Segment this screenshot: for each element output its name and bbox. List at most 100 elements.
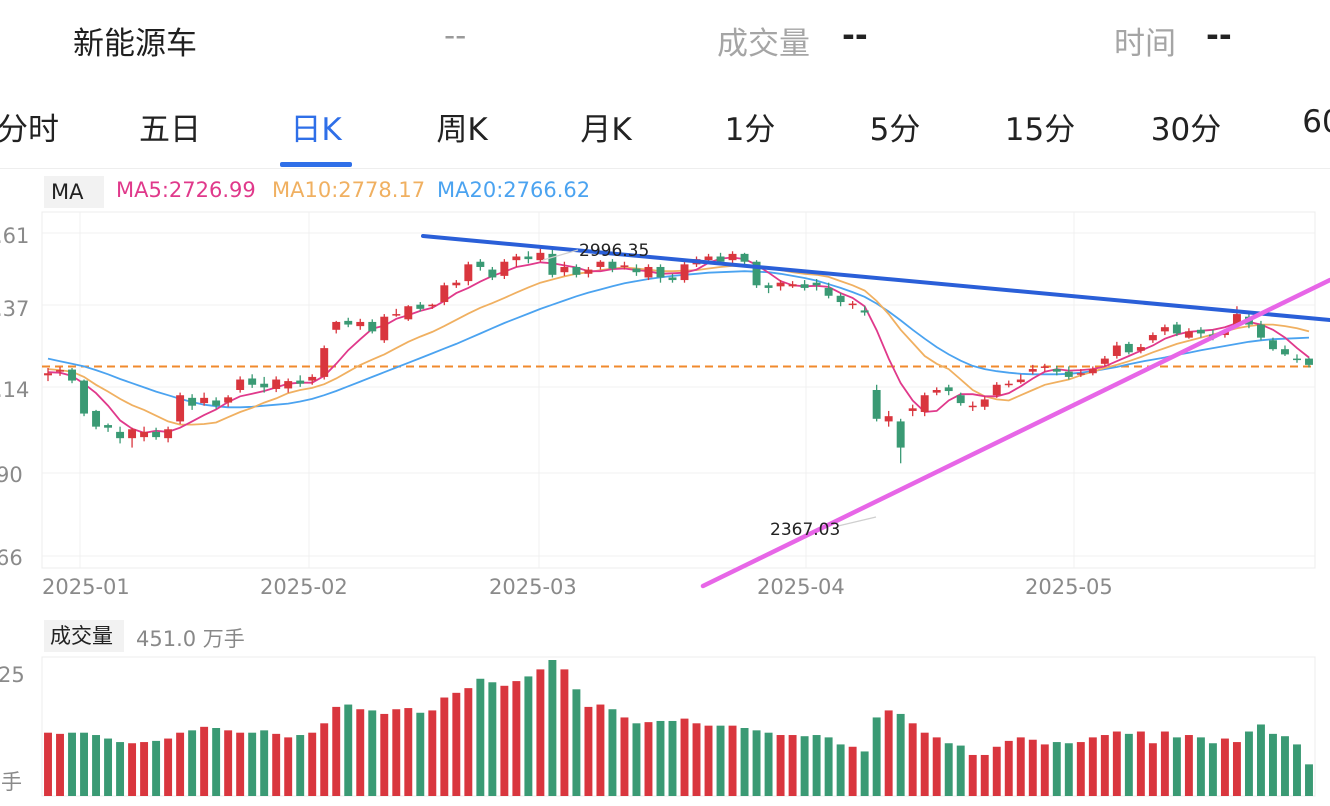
tab-1min[interactable]: 1分 [724, 112, 776, 148]
volume-bar [1124, 733, 1133, 796]
volume-bar [596, 704, 605, 796]
candle [872, 384, 881, 422]
candle-body [644, 266, 653, 278]
volume-bar [1004, 740, 1013, 796]
candle [116, 426, 125, 444]
candle-body [416, 304, 425, 309]
candle [884, 410, 893, 427]
candle-body [296, 380, 305, 384]
candle [560, 261, 569, 276]
candle [1004, 380, 1013, 388]
ma-legend-label[interactable]: MA [44, 176, 104, 208]
candle-body [1052, 369, 1061, 372]
candle-body [1160, 327, 1169, 332]
candle [188, 394, 197, 410]
tab-daily-k[interactable]: 日K [290, 112, 342, 148]
candle [164, 426, 173, 443]
volume-bar [860, 751, 869, 796]
candle-body [800, 284, 809, 288]
x-tick-label: 2025-01 [42, 575, 130, 599]
volume-bar [68, 732, 76, 796]
candle-body [212, 400, 221, 406]
volume-bar [776, 735, 785, 796]
candle-body [368, 321, 377, 332]
tab-weekly-k[interactable]: 周K [436, 112, 488, 148]
candle [920, 392, 929, 417]
price-axis-labels: .61 .37 .14 90 66 [0, 224, 29, 570]
candle-body [140, 431, 149, 438]
candle-body [224, 397, 233, 403]
candle [1112, 341, 1121, 359]
candle-body [1305, 358, 1313, 365]
volume-bar [392, 709, 401, 796]
time-label: 时间 [1114, 26, 1176, 62]
tab-intraday[interactable]: 分时 [0, 112, 59, 148]
volume-bar [812, 735, 821, 796]
volume-bar [848, 746, 857, 796]
candle-body [104, 425, 113, 428]
candle [1088, 366, 1097, 376]
volume-bar [944, 743, 953, 796]
candle-body [596, 261, 605, 267]
x-tick-label: 2025-04 [757, 575, 845, 599]
time-value: -- [1206, 18, 1232, 54]
candle-body [320, 348, 329, 377]
x-tick-label: 2025-02 [260, 575, 348, 599]
volume-bar [332, 706, 341, 796]
volume-total: 451.0 万手 [136, 627, 245, 651]
volume-y-tick: 25 [0, 663, 25, 687]
volume-bar [1208, 743, 1217, 796]
candle-body [1028, 369, 1037, 372]
tab-monthly-k[interactable]: 月K [580, 112, 632, 148]
tab-15min[interactable]: 15分 [1004, 112, 1076, 148]
candlestick-series [44, 246, 1313, 464]
tab-60min[interactable]: 60 [1302, 104, 1330, 140]
volume-bars [44, 660, 1313, 796]
candle-body [968, 405, 977, 408]
candle-body [1016, 379, 1025, 383]
candle-body [1293, 358, 1301, 361]
candle-body [1232, 314, 1241, 325]
volume-bar [1232, 742, 1241, 796]
tab-5min[interactable]: 5分 [869, 112, 921, 148]
ma5-legend: MA5:2726.99 [116, 178, 256, 202]
candle [1269, 337, 1277, 351]
candle-body [344, 320, 353, 325]
candle [1052, 365, 1061, 376]
volume-bar [80, 732, 88, 796]
high-annotation: 2996.35 [579, 241, 649, 261]
candle-body [1064, 371, 1073, 377]
candle-body [776, 282, 785, 287]
candle-body [500, 261, 509, 276]
volume-bar [1016, 737, 1025, 796]
candle-body [536, 252, 545, 261]
candle-body [668, 277, 677, 281]
candle [860, 306, 869, 316]
candle-body [548, 253, 557, 275]
candle [152, 427, 161, 440]
candle [1040, 363, 1049, 372]
candle-body [1196, 329, 1205, 334]
candle-body [908, 408, 917, 411]
volume-bar [644, 722, 653, 796]
candle [512, 253, 521, 267]
candle [944, 384, 953, 396]
candle [236, 376, 245, 393]
volume-bar [728, 725, 737, 796]
price-panel-frame [41, 211, 1316, 569]
volume-panel-label[interactable]: 成交量 [44, 620, 124, 652]
volume-bar [1160, 731, 1169, 796]
candle-body [716, 256, 725, 262]
candle [344, 317, 353, 328]
stock-name: 新能源车 [73, 26, 197, 62]
volume-bar [1100, 735, 1109, 796]
candle [68, 368, 76, 384]
tab-30min[interactable]: 30分 [1150, 112, 1222, 148]
tab-five-day[interactable]: 五日 [139, 112, 201, 148]
volume-bar [224, 730, 233, 796]
volume-bar [668, 720, 677, 796]
candle [980, 396, 989, 410]
volume-bar [1028, 739, 1037, 796]
candle [764, 282, 773, 294]
